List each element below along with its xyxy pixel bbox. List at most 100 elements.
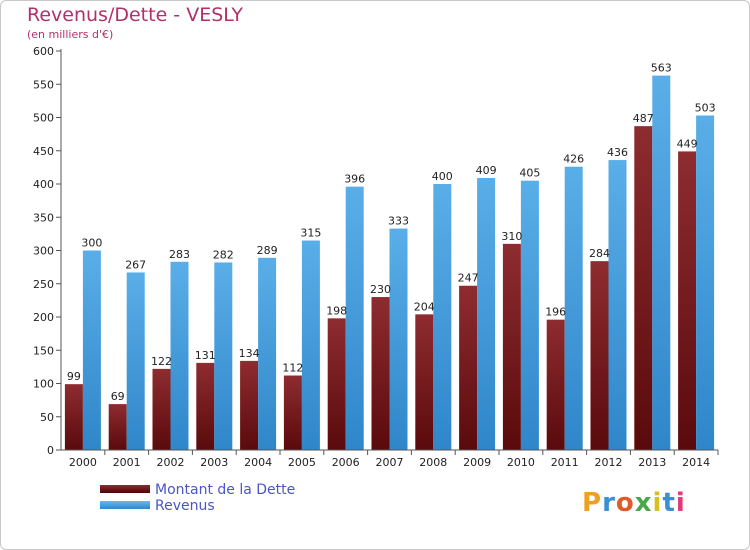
data-label-revenue: 400: [432, 170, 453, 183]
bar-debt: [152, 368, 171, 450]
data-label-debt: 230: [370, 283, 391, 296]
bar-debt: [327, 318, 346, 450]
data-label-debt: 122: [151, 355, 172, 368]
legend-swatch-debt: [100, 485, 150, 493]
bar-revenue: [345, 186, 364, 450]
bar-revenue: [477, 178, 496, 450]
x-tick-label: 2003: [200, 456, 228, 469]
x-tick-label: 2001: [113, 456, 141, 469]
x-tick-label: 2010: [507, 456, 535, 469]
bar-debt: [415, 314, 434, 450]
y-tick-label: 400: [33, 178, 54, 191]
bar-revenue: [258, 257, 277, 450]
x-tick-label: 2006: [332, 456, 360, 469]
bar-debt: [502, 243, 521, 450]
bar-debt: [634, 126, 653, 451]
legend-label-revenue: Revenus: [155, 498, 215, 514]
bar-revenue: [301, 240, 320, 450]
x-tick-label: 2004: [244, 456, 272, 469]
bar-revenue: [126, 272, 145, 450]
bar-revenue: [608, 160, 627, 450]
bar-revenue: [696, 115, 715, 450]
data-label-debt: 131: [195, 349, 216, 362]
data-label-revenue: 405: [519, 167, 540, 180]
data-label-revenue: 426: [563, 153, 584, 166]
bar-debt: [590, 261, 609, 450]
data-label-debt: 204: [414, 300, 435, 313]
x-tick-label: 2002: [157, 456, 185, 469]
data-label-revenue: 563: [651, 62, 672, 75]
data-label-revenue: 282: [213, 248, 234, 261]
data-label-revenue: 396: [344, 173, 365, 186]
data-label-debt: 487: [633, 112, 654, 125]
logo-letter: r: [602, 488, 616, 518]
data-label-revenue: 436: [607, 146, 628, 159]
y-tick-label: 100: [33, 378, 54, 391]
data-label-revenue: 300: [81, 237, 102, 250]
x-tick-label: 2000: [69, 456, 97, 469]
y-tick-label: 500: [33, 112, 54, 125]
data-label-debt: 310: [501, 230, 522, 243]
proxiti-logo: Proxiti: [582, 488, 686, 518]
y-tick-label: 450: [33, 145, 54, 158]
chart-title: Revenus/Dette - VESLY: [27, 4, 243, 26]
bar-debt: [678, 151, 697, 451]
bar-debt: [64, 384, 83, 450]
bar-debt: [283, 375, 302, 450]
data-label-revenue: 267: [125, 258, 146, 271]
chart-subtitle: (en milliers d'€): [27, 28, 114, 41]
legend-label-debt: Montant de la Dette: [155, 482, 296, 498]
bar-revenue: [564, 166, 583, 450]
logo-letter: o: [615, 488, 635, 518]
logo-letter: i: [675, 488, 686, 518]
x-tick-label: 2009: [463, 456, 491, 469]
data-label-debt: 198: [326, 304, 347, 317]
legend-swatch-revenue: [100, 501, 150, 509]
y-tick-label: 50: [40, 411, 54, 424]
data-label-revenue: 289: [257, 244, 278, 257]
bar-revenue: [170, 261, 189, 450]
data-label-revenue: 409: [476, 164, 497, 177]
data-label-revenue: 333: [388, 215, 409, 228]
x-tick-label: 2011: [551, 456, 579, 469]
bar-debt: [459, 285, 478, 450]
data-label-debt: 196: [545, 306, 566, 319]
bar-revenue: [433, 184, 452, 450]
bar-revenue: [520, 180, 539, 451]
bar-debt: [371, 297, 390, 450]
y-tick-label: 0: [47, 444, 54, 457]
y-tick-label: 600: [33, 45, 54, 58]
x-tick-label: 2014: [682, 456, 710, 469]
logo-letter: t: [662, 488, 676, 518]
y-tick-label: 150: [33, 344, 54, 357]
data-label-debt: 99: [67, 370, 81, 383]
logo-letter: P: [582, 488, 603, 518]
bar-debt: [196, 362, 215, 450]
data-label-debt: 112: [282, 362, 303, 375]
data-label-debt: 284: [589, 247, 610, 260]
y-tick-label: 350: [33, 211, 54, 224]
x-tick-label: 2012: [595, 456, 623, 469]
bar-revenue: [214, 262, 233, 450]
data-label-revenue: 503: [695, 102, 716, 115]
data-label-debt: 247: [458, 272, 479, 285]
bar-debt: [108, 404, 127, 450]
x-tick-label: 2005: [288, 456, 316, 469]
data-label-debt: 449: [677, 137, 698, 150]
logo-letter: i: [652, 488, 663, 518]
bar-revenue: [389, 228, 408, 450]
bar-revenue: [652, 75, 671, 450]
y-tick-label: 200: [33, 311, 54, 324]
data-label-debt: 134: [239, 347, 260, 360]
x-tick-label: 2007: [376, 456, 404, 469]
data-label-revenue: 315: [300, 227, 321, 240]
y-tick-label: 250: [33, 278, 54, 291]
data-label-revenue: 283: [169, 248, 190, 261]
logo-letter: x: [634, 488, 653, 518]
bar-revenue: [82, 250, 101, 450]
y-tick-label: 550: [33, 78, 54, 91]
data-label-debt: 69: [111, 390, 125, 403]
x-tick-label: 2013: [638, 456, 666, 469]
bar-debt: [240, 360, 259, 450]
